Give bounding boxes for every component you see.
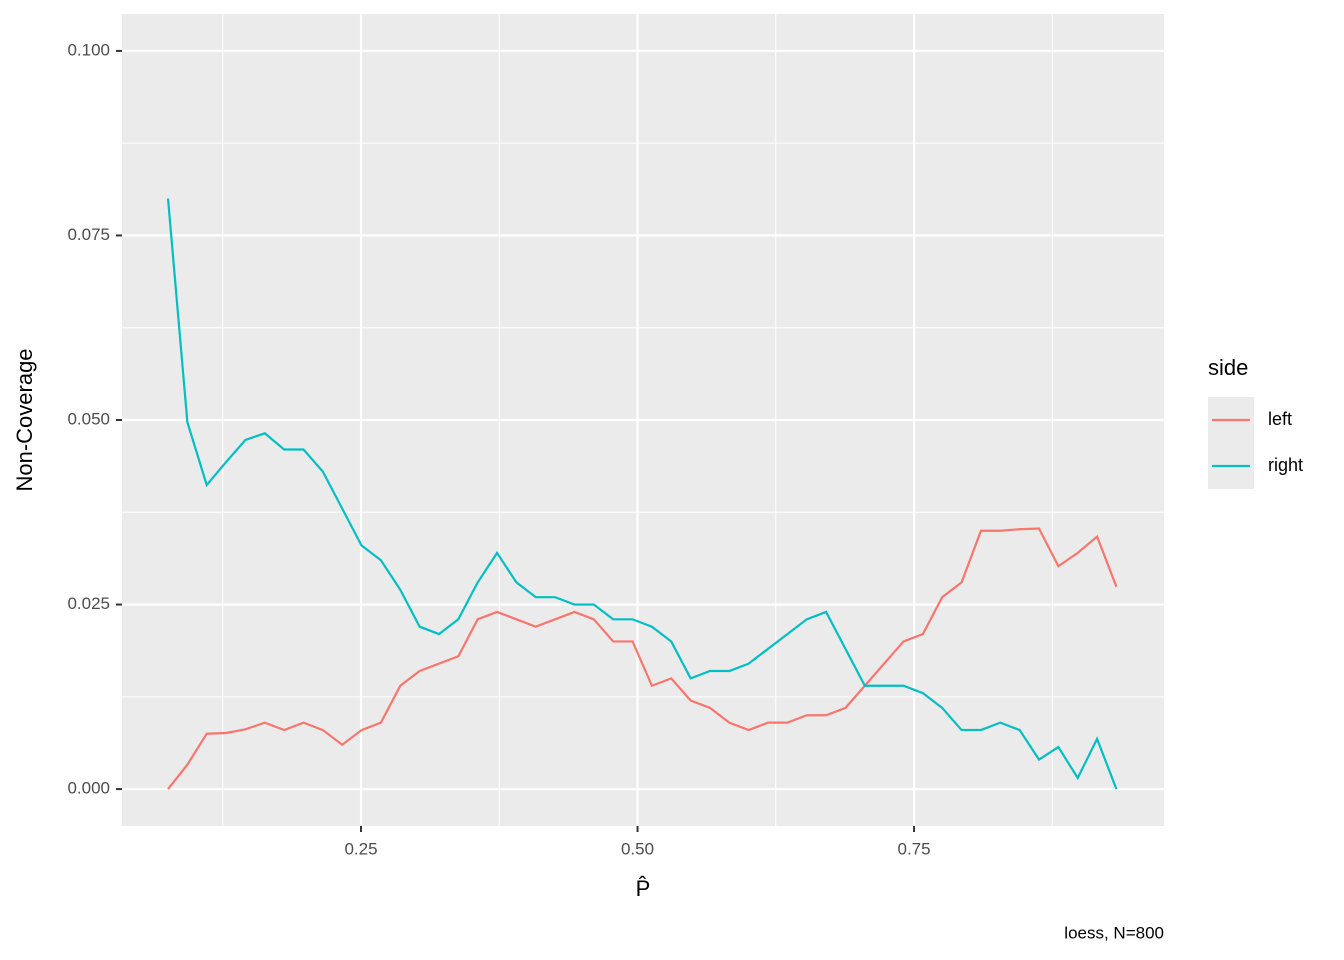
legend-label: left — [1268, 409, 1292, 429]
y-tick-label: 0.075 — [67, 225, 110, 244]
x-tick-label: 0.25 — [344, 839, 377, 858]
y-tick-label: 0.025 — [67, 594, 110, 613]
x-tick-label: 0.75 — [897, 839, 930, 858]
y-tick-label: 0.000 — [67, 779, 110, 798]
y-tick-label: 0.100 — [67, 40, 110, 59]
line-series — [166, 198, 1118, 790]
line-series — [167, 527, 1118, 790]
x-axis-title: P̂ — [636, 876, 651, 901]
legend-title: side — [1208, 355, 1248, 380]
caption: loess, N=800 — [1064, 923, 1164, 942]
legend-label: right — [1268, 455, 1303, 475]
x-tick-label: 0.50 — [621, 839, 654, 858]
y-axis-title: Non-Coverage — [12, 348, 37, 491]
y-tick-label: 0.050 — [67, 409, 110, 428]
